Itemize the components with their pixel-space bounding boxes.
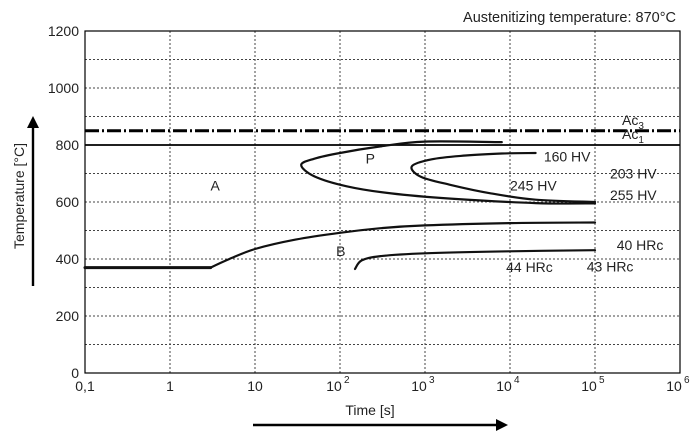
chart-title: Austenitizing temperature: 870°C <box>463 10 676 26</box>
y-tick-label: 400 <box>56 251 80 267</box>
transformation-curve <box>300 140 597 205</box>
annotation-label: B <box>336 243 345 259</box>
transformation-curve <box>410 151 597 204</box>
annotation-label: P <box>366 151 375 167</box>
y-tick-label: 1000 <box>48 80 79 96</box>
y-tick-label: 1200 <box>48 23 79 39</box>
x-tick-label: 1 <box>166 378 174 394</box>
annotation-label: A <box>211 178 221 194</box>
x-tick-label: 10 <box>666 378 682 394</box>
x-tick-exponent: 5 <box>599 375 605 386</box>
y-tick-label: 200 <box>56 308 80 324</box>
x-tick-exponent: 6 <box>684 375 690 386</box>
annotation-label: 160 HV <box>544 149 591 165</box>
y-tick-label: 0 <box>71 365 79 381</box>
x-tick-label: 10 <box>326 378 342 394</box>
y-direction-arrow <box>27 116 39 286</box>
annotation-label: 203 HV <box>610 165 657 181</box>
y-tick-label: 800 <box>56 137 80 153</box>
y-tick-label: 600 <box>56 194 80 210</box>
annotation-label: 40 HRc <box>617 237 664 253</box>
y-tick-labels: 0 200 400 600 800 1000 1200 <box>48 23 79 381</box>
x-tick-exponent: 3 <box>429 375 435 386</box>
x-tick-label: 10 <box>496 378 512 394</box>
x-tick-exponent: 2 <box>344 375 350 386</box>
annotation-label: 44 HRc <box>506 259 553 275</box>
transformation-curves <box>83 140 597 271</box>
x-tick-label: 10 <box>411 378 427 394</box>
plot-frame <box>84 30 681 374</box>
transformation-curve <box>209 221 597 269</box>
x-tick-exponent: 4 <box>514 375 520 386</box>
transformation-curve <box>353 249 597 271</box>
annotation-label: 43 HRc <box>587 259 634 275</box>
annotation-label: 245 HV <box>510 178 557 194</box>
annotations: A P B 160 HV 203 HV 245 HV 255 HV 40 HRc 44 HRc 4… <box>211 149 664 276</box>
x-tick-label: 10 <box>247 378 263 394</box>
x-tick-label: 0,1 <box>75 378 95 394</box>
x-axis-label: Time [s] <box>345 402 394 418</box>
annotation-label: 255 HV <box>610 187 657 203</box>
x-tick-labels: 0,1 1 10 10 2 10 3 10 4 10 5 10 6 <box>75 375 690 394</box>
x-tick-label: 10 <box>581 378 597 394</box>
x-direction-arrow <box>253 419 508 431</box>
y-axis-label: Temperature [°C] <box>11 143 27 249</box>
